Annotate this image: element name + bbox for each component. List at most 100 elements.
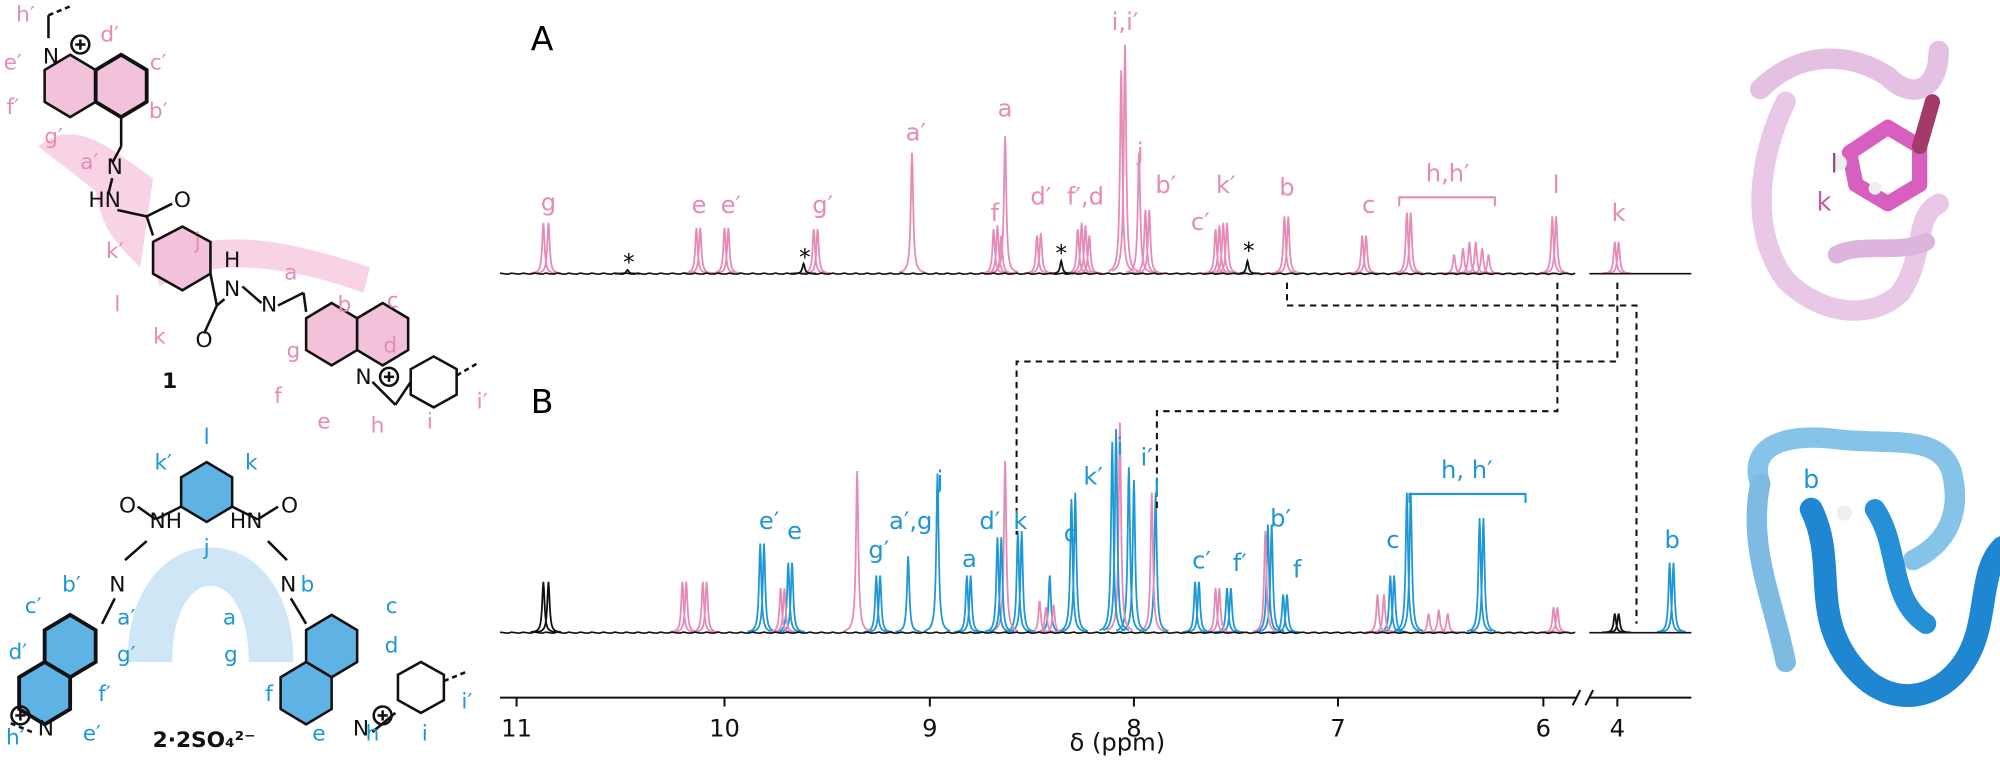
atom-label: e [317,410,330,435]
atom: HN [230,509,263,534]
spectrum-trace [1371,594,1397,634]
peak-label: k′ [1216,171,1236,199]
structure-1-labels: h′ d′ e′ c′ f′ b′ g′ a′ k′ j a b l c k d… [4,2,488,438]
atom-label: g′ [44,125,63,150]
peak-label: k′ [1083,462,1103,490]
model-bottom [1746,427,2000,707]
peak-label: i′ [1141,443,1153,471]
model-label: b [1803,465,1819,495]
marker: * [799,245,810,271]
structure-1 [38,5,479,409]
x-tick-label: 8 [1126,714,1141,742]
spectrum-trace [953,575,980,633]
spectrum-trace [1108,69,1135,273]
atom-label: i′ [461,690,472,715]
spectrum-trace [767,588,794,634]
connectors [1015,282,1638,624]
spectrum-trace [1539,216,1565,274]
x-tick-label: 4 [1610,714,1625,742]
spectrum-trace [1142,492,1169,632]
atom-label: h′ [16,2,35,27]
spectrum-trace [683,227,710,275]
spectrum-trace [711,227,738,275]
atom: H [224,248,240,273]
spectrum-trace [980,229,1007,275]
atom-label: d [385,634,399,659]
peak-label: d′ [1030,182,1051,210]
panel-label: B [531,382,554,421]
x-tick-label: 6 [1536,714,1551,742]
atom: O [174,188,191,213]
spectrum-trace [1377,575,1403,633]
spectrum-trace [1397,212,1424,274]
peak-label: e [692,191,707,219]
atom-label: c′ [150,51,167,76]
spectrum-trace [1470,518,1496,633]
atom-label: h′ [6,725,25,750]
peak-label: b′ [1155,171,1176,199]
peak-label: k [1013,507,1027,535]
x-tick-label: 9 [922,714,937,742]
atom-label: d [383,333,397,358]
structure-2 [9,460,467,734]
peak-label: c [1362,191,1375,219]
spectrum-trace [747,543,774,633]
peak-label: a′,g [889,507,932,535]
compound-name: 2·2SO₄²⁻ [153,728,256,753]
peak-label: c′ [1192,546,1211,574]
atom-label: b′ [62,573,81,598]
bracket [1398,196,1496,207]
atom: N [43,44,59,69]
spectrum-trace [669,581,696,633]
atom: N [355,365,371,390]
spectrum-trace [779,562,805,633]
spectrum: A B 11 10 9 8 7 6 4 δ (ppm) g e e′ [499,8,1692,756]
atom-label: l [204,425,210,450]
spectrum-trace [1202,229,1229,275]
spectrum-trace [1252,530,1279,633]
atom: N [261,293,277,318]
atom: O [196,328,213,353]
spectrum-trace [1394,212,1420,274]
spectrum-trace [1136,209,1162,274]
peak-label: e [787,517,802,545]
atom: O [119,494,136,519]
atom-label: a′ [80,150,98,175]
compound-name: 1 [162,369,177,394]
atom-label: f′ [6,95,19,120]
peak-label: d [1064,520,1079,548]
atom-label: g′ [117,643,136,668]
x-tick-label: 7 [1330,714,1345,742]
spectrum-trace [1132,209,1159,274]
peak-label: i [1117,433,1124,461]
spectrum-trace [992,460,1019,632]
bracket [1408,492,1527,503]
peak-label: d′ [979,507,1000,535]
spectrum-trace [775,562,802,633]
atom-label: a [284,261,297,286]
atom-label: c′ [25,594,42,619]
spectrum-trace [1112,44,1138,272]
peak-label: h, h′ [1441,456,1493,484]
model-label: k [1817,188,1832,218]
peak-label: c [1386,526,1399,554]
spectrum-trace [1126,152,1153,274]
model-label: l [1831,150,1838,180]
peak-label: g [541,189,556,217]
spectrum-trace [1106,422,1133,632]
atom-label: h [371,413,385,438]
x-axis-label: δ (ppm) [1069,728,1165,756]
peak-label: j [936,466,944,494]
spectrum-trace [1008,530,1035,633]
spectrum-trace [863,575,890,633]
spectrum-trace [1466,518,1493,633]
atom: N [107,155,123,180]
x-tick-label: 11 [501,714,532,742]
spectrum-trace [1099,441,1126,632]
peak-label: a [998,94,1013,122]
peak-label: f [1293,555,1302,583]
peak-label: a [962,545,977,573]
atom-label: f [274,384,283,409]
marker: * [1055,241,1066,267]
